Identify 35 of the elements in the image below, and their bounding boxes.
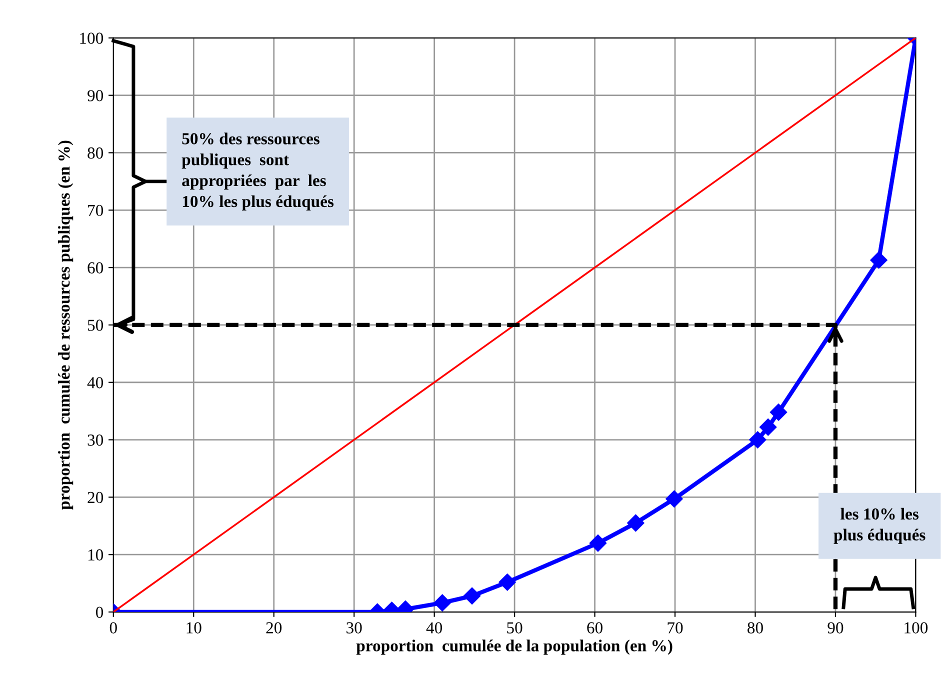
x-tick-label: 0 bbox=[110, 622, 117, 634]
y-tick-label: 30 bbox=[88, 434, 104, 446]
point bbox=[498, 574, 516, 591]
y-tick-label: 80 bbox=[88, 147, 104, 159]
annotation: 50% des ressources publiques sont appropriées par les 10% les plus éduqués bbox=[182, 132, 334, 210]
x-axis-title: proportion cumulée de la population (en %) bbox=[356, 640, 672, 655]
point bbox=[589, 534, 607, 552]
x-tick-label: 90 bbox=[828, 622, 844, 634]
y-tick-label: 60 bbox=[88, 262, 104, 274]
point bbox=[463, 587, 481, 604]
annotation: les 10% les plus éduqués bbox=[834, 508, 926, 544]
x-tick-label: 80 bbox=[748, 622, 763, 634]
y-tick-label: 70 bbox=[88, 204, 104, 216]
y-axis-title: proportion cumulée de ressources publiques (en %) bbox=[58, 140, 74, 510]
x-tick-label: 20 bbox=[266, 622, 282, 634]
y-tick-label: 100 bbox=[80, 32, 104, 44]
x-tick-label: 30 bbox=[346, 622, 362, 634]
point bbox=[760, 418, 777, 436]
x-tick-label: 40 bbox=[426, 622, 442, 634]
point bbox=[666, 490, 683, 508]
x-tick-label: 100 bbox=[904, 622, 928, 634]
y-tick-label: 40 bbox=[87, 377, 104, 388]
x-tick-label: 50 bbox=[507, 622, 522, 634]
y-tick-label: 0 bbox=[96, 606, 104, 618]
x-tick-label: 10 bbox=[186, 622, 202, 634]
y-tick-label: 50 bbox=[88, 320, 104, 331]
x-tick-label: 70 bbox=[668, 622, 683, 634]
point bbox=[434, 594, 451, 612]
y-tick-label: 90 bbox=[88, 90, 104, 102]
point bbox=[749, 431, 766, 448]
y-tick-label: 10 bbox=[88, 549, 104, 561]
y-tick-label: 20 bbox=[88, 492, 104, 504]
x-tick-label: 60 bbox=[587, 622, 602, 634]
point bbox=[627, 514, 644, 532]
point bbox=[770, 404, 788, 421]
